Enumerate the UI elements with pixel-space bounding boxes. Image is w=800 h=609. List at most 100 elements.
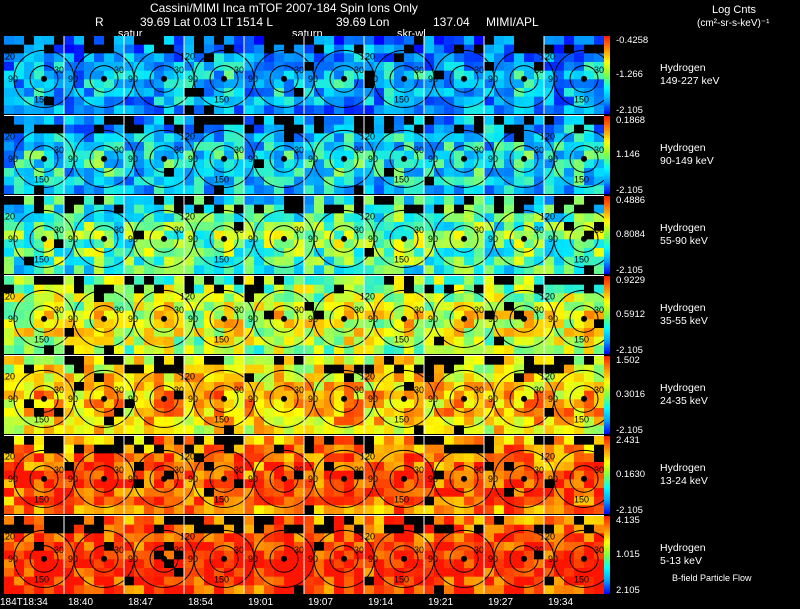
heatmap-cell: [264, 488, 275, 497]
heatmap-cell: [274, 488, 285, 497]
heatmap-cell: [134, 319, 145, 329]
heatmap-cell: [294, 462, 305, 471]
heatmap-cell: [544, 416, 555, 426]
heatmap-cell: [64, 88, 75, 97]
heatmap-cell: [304, 70, 315, 80]
contour-label: 90: [308, 474, 318, 484]
heatmap-cell: [514, 230, 525, 240]
heatmap-cell: [414, 105, 425, 114]
heatmap-cell: [124, 248, 135, 257]
heatmap-cell: [424, 390, 435, 400]
heatmap-cell: [44, 319, 55, 329]
heatmap-cell: [474, 302, 485, 311]
heatmap-cell: [4, 453, 15, 463]
heatmap-cell: [44, 176, 55, 186]
heatmap-cell: [484, 542, 495, 551]
contour-label: 30: [54, 65, 64, 75]
heatmap-cell: [524, 265, 535, 274]
heatmap-cell: [444, 230, 455, 240]
heatmap-cell: [434, 302, 445, 311]
heatmap-cell: [474, 124, 485, 134]
heatmap-cell: [64, 479, 75, 489]
heatmap-cell: [504, 204, 515, 214]
heatmap-cell: [434, 453, 445, 463]
heatmap-cell: [314, 479, 325, 489]
bfield-direction-marker: [41, 315, 47, 322]
heatmap-cell: [84, 293, 95, 303]
heatmap-cell: [364, 204, 375, 214]
heatmap-cell: [214, 550, 225, 560]
contour-label: 120: [4, 131, 15, 141]
heatmap-cell: [554, 576, 565, 586]
heatmap-cell: [464, 204, 475, 214]
heatmap-cell: [374, 479, 385, 489]
heatmap-cell: [404, 416, 415, 426]
heatmap-cell: [434, 62, 445, 71]
heatmap-cell: [74, 496, 85, 506]
heatmap-cell: [484, 416, 495, 426]
energy-range: 149-227 keV: [660, 75, 720, 87]
heatmap-cell: [124, 284, 135, 294]
heatmap-cell: [424, 516, 435, 525]
heatmap-cell: [274, 516, 285, 525]
heatmap-cell: [184, 470, 195, 480]
heatmap-cell: [454, 168, 465, 177]
heatmap-cell: [344, 79, 355, 89]
heatmap-cell: [494, 44, 505, 54]
heatmap-cell: [324, 425, 335, 434]
heatmap-cell: [74, 142, 85, 151]
heatmap-cell: [344, 399, 355, 409]
heatmap-cell: [564, 53, 575, 63]
heatmap-cell: [44, 116, 55, 125]
heatmap-cell: [234, 496, 245, 506]
heatmap-cell: [174, 293, 185, 303]
heatmap-cell: [404, 585, 415, 594]
heatmap-cell: [574, 425, 585, 434]
heatmap-cell: [244, 585, 255, 594]
heatmap-cell: [34, 230, 45, 240]
heatmap-cell: [364, 302, 375, 311]
heatmap-cell: [144, 196, 155, 205]
heatmap-cell: [264, 105, 275, 114]
heatmap-cell: [424, 425, 435, 434]
heatmap-cell: [384, 88, 395, 97]
bfield-direction-marker: [341, 235, 347, 242]
heatmap-cell: [244, 265, 255, 274]
heatmap-cell: [594, 524, 604, 534]
heatmap-cell: [304, 105, 315, 114]
heatmap-cell: [454, 453, 465, 463]
heatmap-cell: [594, 328, 604, 337]
heatmap-cell: [464, 390, 475, 400]
heatmap-cell: [374, 293, 385, 303]
heatmap-cell: [164, 568, 175, 577]
heatmap-cell: [514, 356, 525, 365]
heatmap-cell: [324, 265, 335, 274]
heatmap-cell: [74, 256, 85, 266]
heatmap-cell: [374, 568, 385, 577]
heatmap-cell: [404, 79, 415, 89]
heatmap-cell: [534, 559, 545, 569]
heatmap-cell: [74, 373, 85, 383]
heatmap-cell: [584, 293, 595, 303]
heatmap-cell: [384, 576, 395, 586]
heatmap-cell: [544, 436, 555, 445]
contour-label: 30: [294, 305, 304, 315]
heatmap-cell: [224, 204, 235, 214]
contour-label: 90: [548, 554, 558, 564]
heatmap-cell: [4, 265, 15, 274]
heatmap-cell: [554, 105, 565, 114]
heatmap-cell: [364, 390, 375, 400]
heatmap-cell: [254, 176, 265, 186]
bfield-direction-marker: [101, 315, 107, 322]
heatmap-cell: [234, 328, 245, 337]
heatmap-cell: [14, 364, 25, 374]
heatmap-cell: [64, 425, 75, 434]
heatmap-cell: [94, 44, 105, 54]
heatmap-cell: [584, 416, 595, 426]
heatmap-cell: [444, 533, 455, 543]
heatmap-cell: [204, 133, 215, 143]
heatmap-cell: [64, 310, 75, 320]
heatmap-cell: [54, 133, 65, 143]
heatmap-cell: [374, 444, 385, 454]
heatmap-cell: [514, 176, 525, 186]
